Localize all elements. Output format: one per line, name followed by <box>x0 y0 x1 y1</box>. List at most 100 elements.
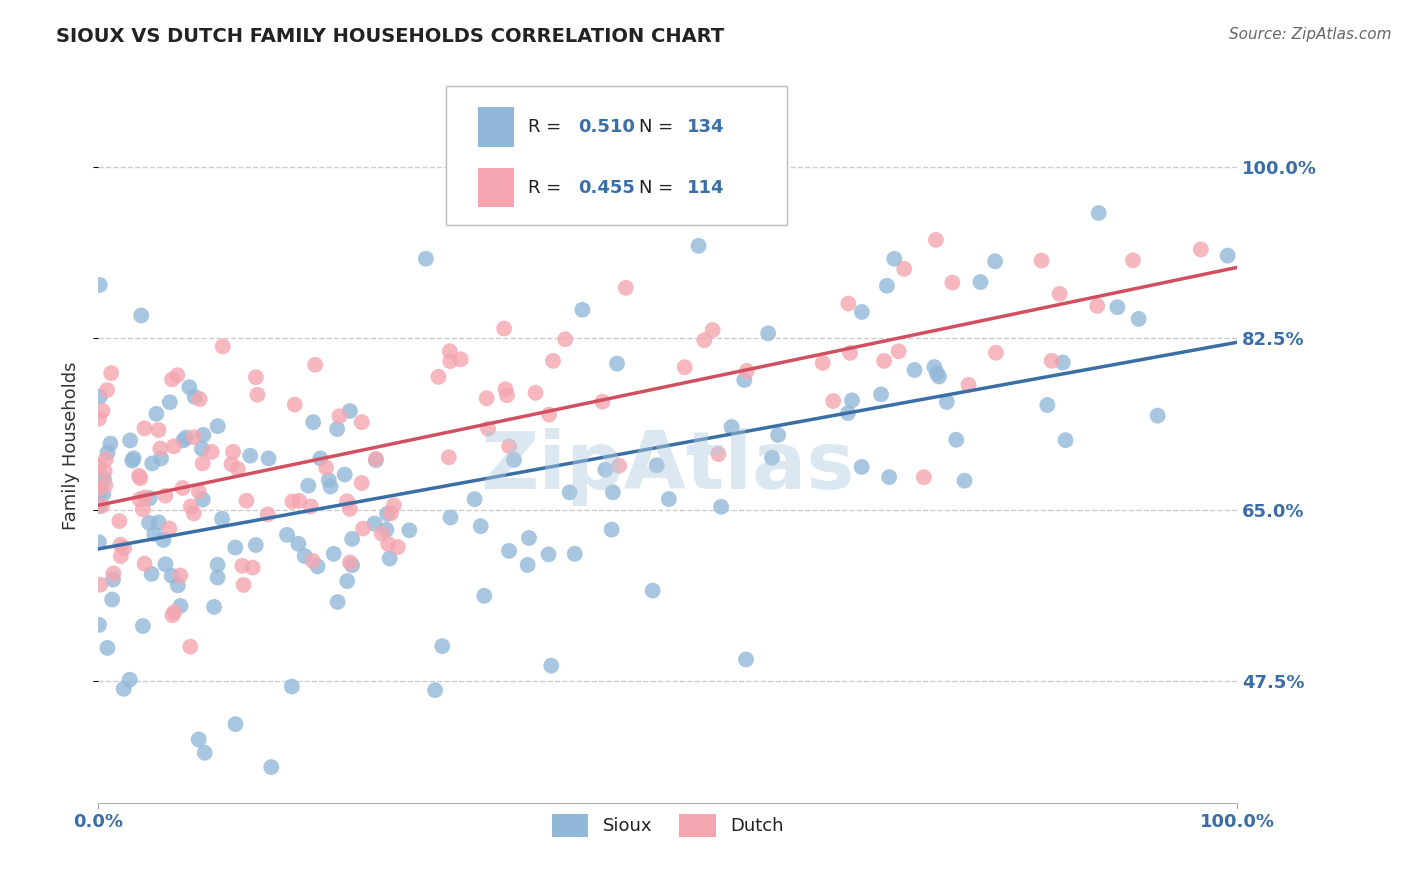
Point <box>350 476 373 491</box>
Point <box>89 578 111 592</box>
Point <box>211 512 233 526</box>
Point <box>207 558 229 572</box>
Point <box>756 326 779 341</box>
Point <box>202 599 225 614</box>
Point <box>201 445 224 459</box>
Point <box>235 493 257 508</box>
Point <box>288 494 311 508</box>
Point <box>138 491 160 506</box>
Point <box>1146 409 1168 423</box>
Point <box>256 508 278 522</box>
Point <box>450 352 472 367</box>
Point <box>503 453 526 467</box>
Point <box>541 354 564 368</box>
Point <box>294 549 316 563</box>
Point <box>477 422 499 436</box>
Point <box>516 558 538 572</box>
Point <box>841 393 863 408</box>
Point <box>231 558 253 573</box>
Point <box>1036 398 1059 412</box>
Point <box>1122 253 1144 268</box>
Point <box>496 388 519 402</box>
Point <box>193 428 215 442</box>
Point <box>494 321 516 335</box>
Point <box>163 439 186 453</box>
Text: ZipAtlas: ZipAtlas <box>481 428 855 507</box>
Point <box>941 276 963 290</box>
Point <box>96 640 118 655</box>
Point <box>607 458 630 473</box>
Point <box>883 252 905 266</box>
Point <box>307 559 329 574</box>
Point <box>398 524 420 538</box>
Point <box>839 346 862 360</box>
Point <box>257 451 280 466</box>
Point <box>1054 433 1077 447</box>
Point <box>101 573 124 587</box>
Point <box>336 494 359 508</box>
Text: N =: N = <box>640 178 679 196</box>
Point <box>811 356 834 370</box>
Point <box>928 369 950 384</box>
Point <box>903 363 925 377</box>
Point <box>100 366 122 380</box>
Point <box>287 537 309 551</box>
Point <box>339 501 361 516</box>
Point <box>1216 249 1239 263</box>
Point <box>600 523 623 537</box>
Point <box>1040 353 1063 368</box>
Point <box>375 507 398 521</box>
Point <box>160 569 183 583</box>
Point <box>873 354 896 368</box>
Point <box>432 639 454 653</box>
Point <box>141 457 163 471</box>
Point <box>517 531 540 545</box>
Point <box>957 377 980 392</box>
Point <box>112 681 135 696</box>
Point <box>134 421 156 435</box>
Text: 0.455: 0.455 <box>578 178 634 196</box>
Point <box>110 538 132 552</box>
Point <box>673 360 696 375</box>
Point <box>984 345 1007 359</box>
Point <box>183 507 205 521</box>
Point <box>129 309 152 323</box>
Point <box>472 589 495 603</box>
Point <box>232 578 254 592</box>
Point <box>148 516 170 530</box>
Point <box>1085 299 1108 313</box>
Point <box>129 471 152 485</box>
Point <box>851 305 873 319</box>
Point <box>224 717 246 731</box>
Point <box>155 558 177 572</box>
Point <box>301 554 323 568</box>
Y-axis label: Family Households: Family Households <box>62 362 80 530</box>
Point <box>336 574 359 588</box>
Point <box>1087 206 1109 220</box>
Point <box>733 373 755 387</box>
Point <box>837 296 859 310</box>
Point <box>191 442 214 456</box>
Point <box>150 451 173 466</box>
FancyBboxPatch shape <box>478 168 515 207</box>
Point <box>1052 355 1074 369</box>
Point <box>380 507 402 521</box>
Point <box>163 605 186 619</box>
Point <box>415 252 437 266</box>
Point <box>837 406 859 420</box>
Point <box>207 570 229 584</box>
Point <box>375 523 398 537</box>
Point <box>912 470 935 484</box>
Point <box>735 652 758 666</box>
Point <box>159 395 181 409</box>
Point <box>606 357 628 371</box>
Point <box>221 457 243 471</box>
Point <box>297 478 319 492</box>
Point <box>439 510 461 524</box>
Text: SIOUX VS DUTCH FAMILY HOUSEHOLDS CORRELATION CHART: SIOUX VS DUTCH FAMILY HOUSEHOLDS CORRELA… <box>56 27 724 45</box>
Point <box>364 451 387 466</box>
Point <box>91 499 114 513</box>
Point <box>423 683 446 698</box>
Point <box>191 457 214 471</box>
Point <box>540 658 562 673</box>
